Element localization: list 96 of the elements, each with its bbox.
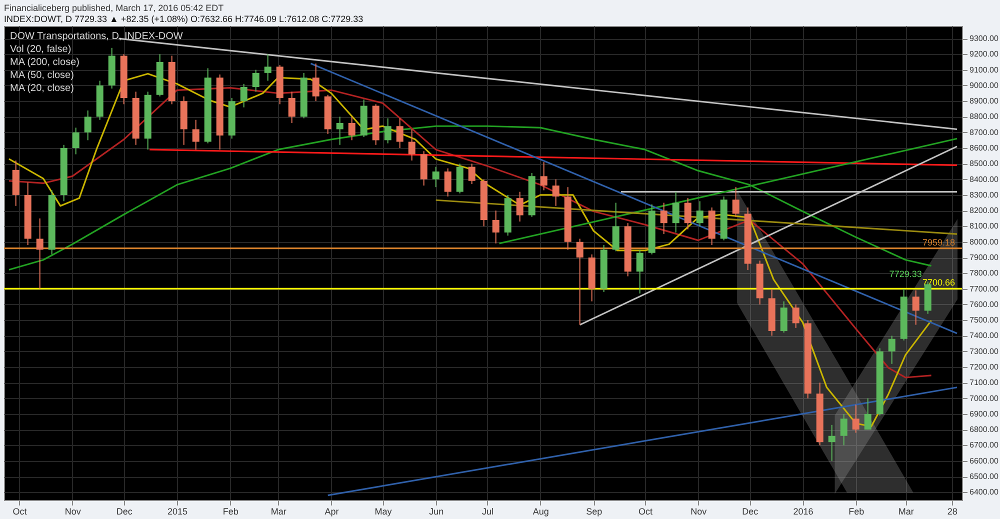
x-tick-label: Mar — [898, 506, 914, 516]
candlestick — [492, 210, 500, 244]
y-tick-label: 8500.00 — [970, 159, 999, 168]
annotation: Vol (20, false) — [10, 44, 72, 55]
y-tick-label: 9200.00 — [970, 50, 999, 59]
x-tick-label: May — [374, 506, 392, 516]
y-tick-label: 7200.00 — [970, 362, 999, 372]
candlestick — [576, 238, 584, 326]
annotation: MA (50, close) — [10, 70, 74, 81]
y-tick-label: 8600.00 — [970, 144, 999, 153]
y-tick-label: 8000.00 — [970, 237, 999, 246]
x-tick-label: Nov — [64, 506, 82, 516]
y-tick-label: 8200.00 — [970, 206, 999, 216]
x-tick-label: Oct — [638, 506, 653, 516]
candlestick — [36, 218, 44, 290]
candlestick — [516, 191, 524, 222]
x-tick-label: Nov — [690, 506, 708, 516]
candlestick — [636, 249, 644, 294]
candlestick — [72, 127, 80, 155]
candlestick — [792, 304, 800, 328]
x-tick-label: Feb — [222, 506, 238, 516]
y-tick-label: 8900.00 — [970, 96, 999, 106]
candlestick — [552, 178, 560, 206]
candlestick — [828, 424, 836, 462]
ref-line-label: 7700.66 — [922, 278, 955, 288]
y-tick-label: 7100.00 — [970, 378, 999, 388]
candlestick — [192, 119, 200, 150]
x-tick-label: Sep — [586, 506, 602, 516]
annotation: MA (20, close) — [10, 83, 74, 94]
candlestick — [396, 118, 404, 149]
candlestick — [912, 290, 920, 326]
x-tick-label: Dec — [742, 506, 759, 516]
y-tick-label: 6700.00 — [970, 440, 999, 450]
candlestick — [408, 128, 416, 162]
annotation: 7729.33 — [889, 269, 922, 280]
chart-subtitle: INDEX:DOWT, D 7729.33 ▲ +82.35 (+1.08%) O:7632.66 H:7746.09 L:7612.08 C:7729.33 — [4, 14, 364, 24]
candlestick — [264, 54, 272, 82]
annotation: DOW Transportations, D, INDEX-DOW — [10, 31, 184, 42]
candlestick — [684, 198, 692, 230]
candlestick — [252, 69, 260, 92]
candlestick — [780, 300, 788, 334]
candlestick — [288, 91, 296, 124]
candlestick — [660, 202, 668, 235]
y-tick-label: 9000.00 — [970, 80, 999, 90]
candlestick — [672, 191, 680, 233]
y-tick-label: 7600.00 — [970, 300, 999, 309]
x-tick-label: Feb — [848, 506, 864, 516]
y-tick-label: 7500.00 — [970, 316, 999, 325]
x-tick-label: Mar — [270, 506, 286, 516]
x-tick-label: Aug — [532, 506, 549, 516]
candlestick — [888, 335, 896, 364]
y-tick-label: 9100.00 — [970, 65, 999, 74]
candlestick — [336, 116, 344, 146]
candlestick — [444, 168, 452, 198]
x-tick-label: Apr — [324, 506, 339, 516]
y-tick-label: 8300.00 — [970, 190, 999, 200]
chart-title: Financialiceberg published, March 17, 2016 05:42 EDT — [4, 3, 224, 13]
x-tick-label: Jul — [482, 506, 494, 516]
y-tick-label: 6600.00 — [970, 456, 999, 466]
candlestick — [612, 202, 620, 252]
y-tick-label: 7000.00 — [970, 394, 999, 403]
candlestick — [540, 162, 548, 191]
y-tick-label: 8100.00 — [970, 222, 999, 231]
candlestick — [84, 110, 92, 141]
candlestick — [852, 404, 860, 434]
x-tick-label: Jun — [429, 506, 444, 516]
candlestick — [384, 118, 392, 144]
candlestick — [732, 186, 740, 218]
x-tick-label: 2016 — [793, 506, 814, 516]
y-tick-label: 6400.00 — [970, 488, 999, 497]
y-tick-label: 7400.00 — [970, 331, 999, 340]
candlestick — [840, 413, 848, 446]
y-tick-label: 9300.00 — [970, 34, 999, 44]
x-tick-label: Dec — [116, 506, 133, 516]
y-tick-label: 7700.00 — [970, 284, 999, 294]
y-tick-label: 8400.00 — [970, 174, 999, 184]
candlestick — [696, 200, 704, 227]
y-tick-label: 7900.00 — [970, 253, 999, 262]
annotation: MA (200, close) — [10, 57, 80, 68]
candlestick — [864, 398, 872, 430]
candlestick — [348, 116, 356, 141]
x-tick-label: 2015 — [167, 506, 188, 516]
x-tick-label: Oct — [12, 506, 28, 516]
y-tick-label: 8700.00 — [970, 128, 999, 137]
y-tick-label: 7300.00 — [970, 346, 999, 356]
candlestick — [468, 163, 476, 184]
ref-line-label: 7959.18 — [922, 237, 955, 248]
y-tick-label: 6900.00 — [970, 409, 999, 418]
candlestick — [240, 83, 248, 108]
candlestick — [432, 166, 440, 188]
y-tick-label: 7800.00 — [970, 268, 999, 278]
y-tick-label: 6500.00 — [970, 472, 999, 482]
y-tick-label: 8800.00 — [970, 112, 999, 122]
y-tick-label: 6800.00 — [970, 425, 999, 434]
x-tick-label: 28 — [947, 506, 958, 516]
candlestick — [312, 63, 320, 102]
